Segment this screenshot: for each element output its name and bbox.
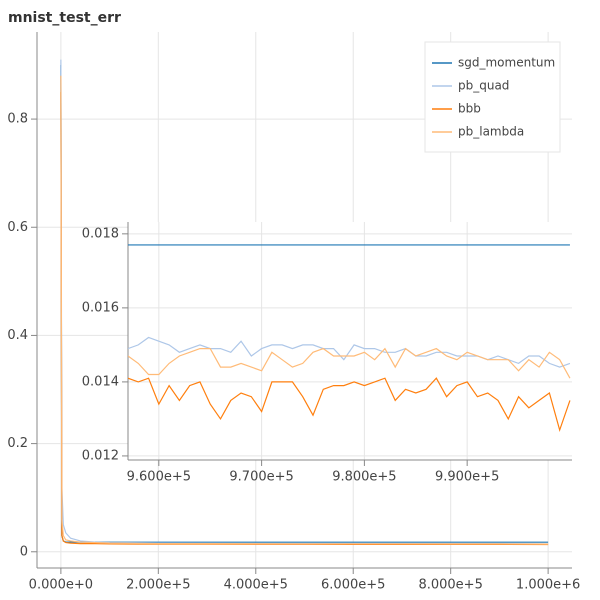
y-tick-label: 0.018: [82, 226, 119, 241]
y-tick-label: 0.2: [7, 436, 28, 451]
y-tick-label: 0.6: [7, 220, 28, 235]
y-tick-label: 0.014: [82, 374, 119, 389]
x-tick-label: 2.000e+5: [126, 578, 190, 593]
legend-label: sgd_momentum: [458, 56, 555, 70]
x-tick-label: 1.000e+6: [516, 578, 580, 593]
y-tick-label: 0.016: [82, 300, 119, 315]
x-tick-label: 9.800e+5: [332, 470, 396, 485]
legend-label: pb_quad: [458, 79, 509, 93]
legend-label: pb_lambda: [458, 125, 524, 139]
plot-area: [128, 244, 571, 433]
x-tick-label: 0.000e+0: [29, 578, 93, 593]
series-line: [128, 347, 571, 379]
y-tick-label: 0.8: [7, 112, 28, 127]
x-tick-label: 9.700e+5: [229, 470, 293, 485]
x-tick-label: 9.900e+5: [435, 470, 499, 485]
inset-background: [128, 222, 572, 460]
y-tick-label: 0: [20, 544, 28, 559]
y-tick-label: 0.4: [7, 328, 28, 343]
legend-label: bbb: [458, 102, 481, 116]
y-tick-label: 0.012: [82, 448, 119, 463]
x-tick-label: 8.000e+5: [418, 578, 482, 593]
series-line: [128, 377, 571, 433]
plot-area: [60, 59, 549, 546]
series-line: [60, 75, 549, 545]
x-tick-label: 6.000e+5: [321, 578, 385, 593]
legend-box: [424, 41, 561, 153]
chart-title: mnist_test_err: [8, 10, 121, 26]
x-tick-label: 4.000e+5: [224, 578, 288, 593]
x-tick-label: 9.600e+5: [127, 470, 191, 485]
series-line: [128, 336, 571, 368]
